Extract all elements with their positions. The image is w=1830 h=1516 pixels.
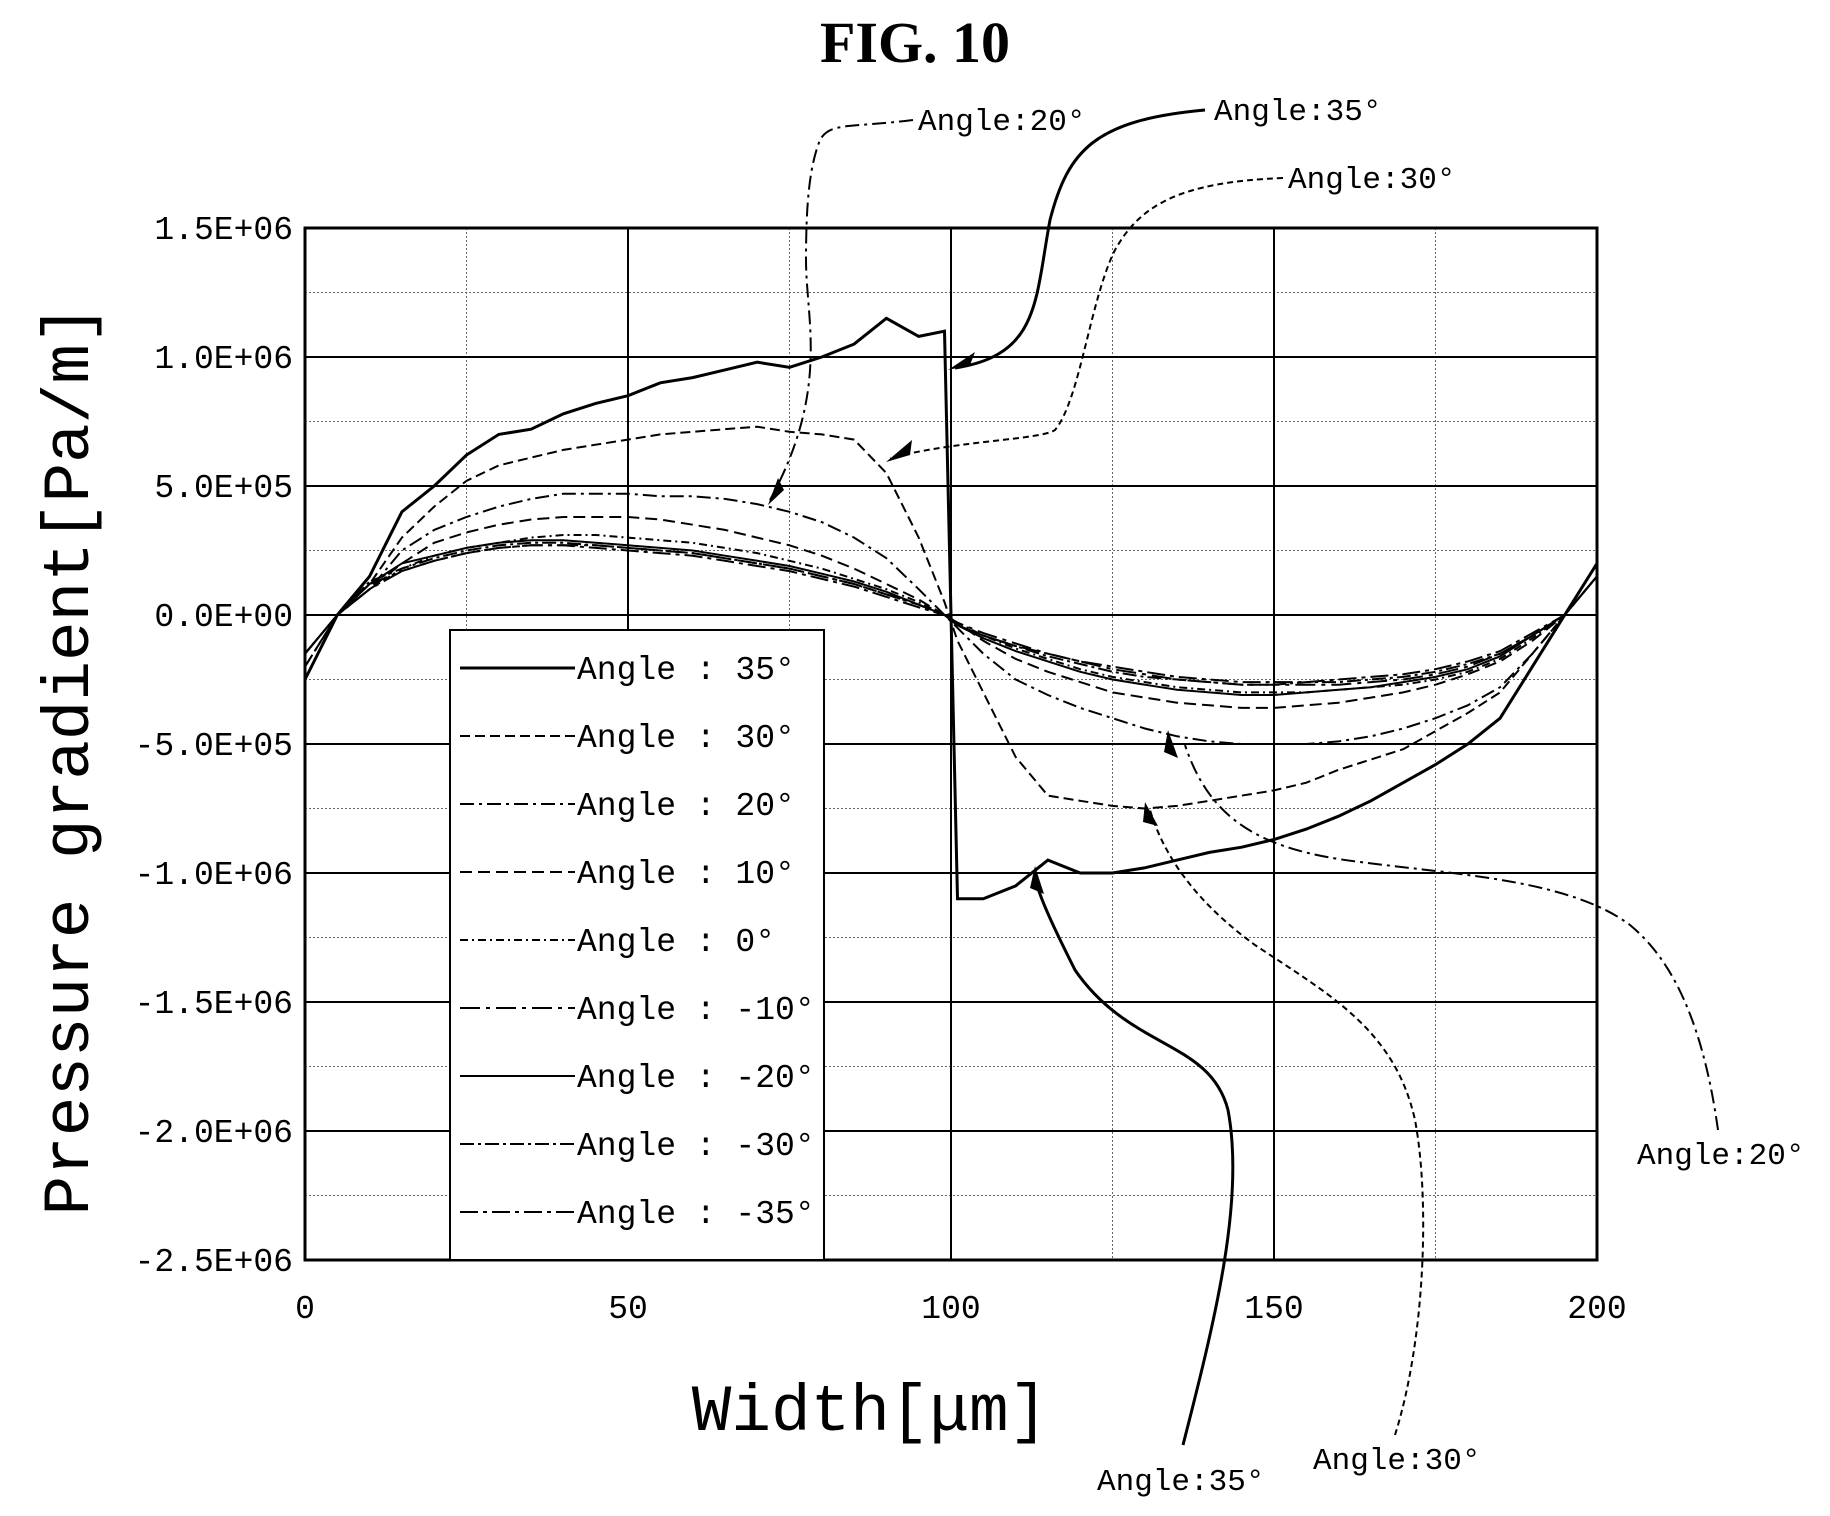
series-line xyxy=(304,425,1598,810)
legend-label: Angle : -20° xyxy=(577,1060,815,1097)
legend-label: Angle : 30° xyxy=(577,720,795,757)
callout-label: Angle:35° xyxy=(1097,1465,1264,1500)
arrow-head xyxy=(886,440,912,462)
x-tick-label: 200 xyxy=(1567,1291,1626,1328)
arrow-head xyxy=(1143,802,1158,826)
callout-leader xyxy=(889,177,1284,459)
figure-title: FIG. 10 xyxy=(820,10,1010,75)
x-tick-label: 0 xyxy=(295,1291,315,1328)
callout-label: Angle:20° xyxy=(1637,1139,1804,1174)
arrow-head xyxy=(768,478,784,505)
callout-leader xyxy=(1033,877,1235,1446)
x-tick-label: 50 xyxy=(608,1291,648,1328)
callout-leader xyxy=(1149,809,1425,1436)
legend-label: Angle : -10° xyxy=(577,992,815,1029)
legend-label: Angle : 20° xyxy=(577,788,795,825)
callout-label: Angle:30° xyxy=(1288,163,1455,198)
legend: Angle : 35° Angle : 30° Angle : 20° Angle :… xyxy=(449,629,825,1261)
y-tick-label: 0.0E+00 xyxy=(154,599,293,636)
callout-label: Angle:30° xyxy=(1313,1444,1480,1479)
series-line xyxy=(303,316,1599,901)
x-tick-label: 150 xyxy=(1244,1291,1303,1328)
y-tick-labels: 1.5E+06 1.0E+06 5.0E+05 0.0E+00 -5.0E+05 -1.0… xyxy=(135,212,293,1281)
y-tick-label: 1.0E+06 xyxy=(154,341,293,378)
arrow-head xyxy=(1030,866,1044,894)
y-axis-label: Pressure gradient[Pa/m] xyxy=(33,305,108,1216)
callout-leader xyxy=(1184,744,1719,1131)
series-line xyxy=(304,541,1598,686)
arrow-head xyxy=(948,352,975,370)
y-tick-label: 5.0E+05 xyxy=(154,470,293,507)
x-axis-label: Width[μm] xyxy=(692,1375,1048,1450)
series-line xyxy=(304,544,1598,684)
legend-label: Angle : 0° xyxy=(577,924,775,961)
plot-frame xyxy=(303,226,1599,1262)
y-tick-label: -5.0E+05 xyxy=(135,728,293,765)
arrow-head xyxy=(1164,730,1178,758)
callout-leader xyxy=(954,108,1206,370)
x-tick-label: 100 xyxy=(921,1291,980,1328)
y-tick-label: -2.5E+06 xyxy=(135,1244,293,1281)
y-tick-label: 1.5E+06 xyxy=(154,212,293,249)
callout-label: Angle:20° xyxy=(918,105,1085,140)
legend-label: Angle : 35° xyxy=(577,652,795,689)
legend-label: Angle : -35° xyxy=(577,1196,815,1233)
callouts: Angle:20° Angle:35° Angle:30° Angle:20° … xyxy=(768,95,1804,1500)
legend-label: Angle : 10° xyxy=(577,856,795,893)
callout-label: Angle:35° xyxy=(1214,95,1381,130)
y-tick-label: -1.5E+06 xyxy=(135,986,293,1023)
legend-label: Angle : -30° xyxy=(577,1128,815,1165)
callout-leader xyxy=(769,119,914,501)
x-tick-labels: 0 50 100 150 200 xyxy=(295,1291,1627,1328)
y-tick-label: -1.0E+06 xyxy=(135,857,293,894)
y-tick-label: -2.0E+06 xyxy=(135,1115,293,1152)
series-lines xyxy=(303,316,1599,901)
